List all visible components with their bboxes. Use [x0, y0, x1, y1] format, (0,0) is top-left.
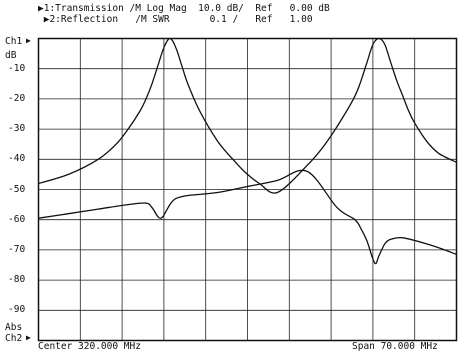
transmission-trace	[38, 37, 457, 194]
y-tick-label: -60	[8, 213, 26, 225]
channel2-marker-icon: ▶	[26, 333, 31, 342]
y-tick-label: -70	[8, 243, 26, 255]
y-tick-label: -80	[8, 274, 26, 286]
trace1-header[interactable]: ▶1:Transmission /M Log Mag 10.0 dB/ Ref …	[38, 3, 330, 14]
channel2-label[interactable]: Ch2	[5, 333, 23, 344]
channel1-marker-icon: ▶	[26, 36, 31, 45]
y-tick-label: -90	[8, 304, 26, 316]
y-tick-label: -50	[8, 183, 26, 195]
plot-grid	[38, 38, 457, 341]
abs-label: Abs	[5, 322, 23, 333]
channel1-label[interactable]: Ch1	[5, 36, 23, 47]
y-tick-label: -40	[8, 153, 26, 165]
y-tick-label: -20	[8, 92, 26, 104]
trace2-header[interactable]: ▶2:Reflection /M SWR 0.1 / Ref 1.00	[38, 14, 313, 25]
frequency-span[interactable]: Span 70.000 MHz	[352, 341, 438, 352]
plot-traces	[38, 37, 457, 265]
center-frequency[interactable]: Center 320.000 MHz	[38, 341, 141, 352]
y-tick-label: -10	[8, 62, 26, 74]
y-tick-label: -30	[8, 123, 26, 135]
reflection-trace	[38, 169, 457, 265]
unit-label: dB	[5, 50, 17, 61]
